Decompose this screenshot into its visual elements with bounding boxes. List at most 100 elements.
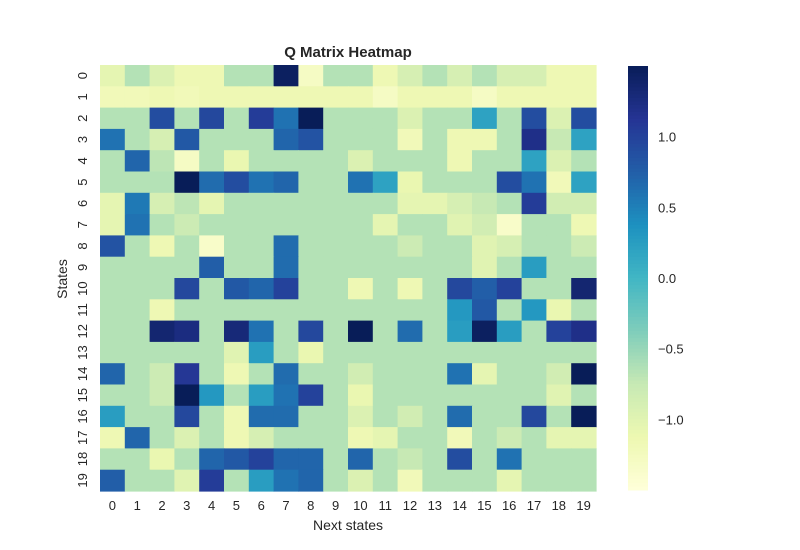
heatmap-cell-r0-c14 [447, 65, 473, 87]
heatmap-cell-r11-c10 [348, 299, 374, 322]
heatmap-cell-r1-c1 [124, 86, 151, 109]
heatmap-cell-r17-c12 [397, 427, 423, 449]
heatmap-cell-r1-c15 [472, 86, 498, 109]
x-tick-label: 3 [183, 498, 190, 513]
heatmap-cell-r18-c13 [422, 448, 448, 471]
colorbar-segment [628, 447, 648, 452]
x-tick-labels: 0 1 2 3 4 5 6 7 8 9 10 11 12 13 14 15 16 17 18 19 [109, 498, 591, 513]
heatmap-cell-r4-c18 [546, 150, 572, 173]
heatmap-cell-r3-c0 [100, 128, 126, 151]
heatmap-cell-r4-c1 [124, 150, 151, 173]
heatmap-cell-r19-c16 [496, 469, 523, 492]
y-tick-label: 18 [75, 452, 90, 466]
colorbar-tick-label: −0.5 [658, 342, 684, 357]
heatmap-cell-r1-c18 [546, 86, 572, 109]
colorbar-segment [628, 366, 648, 371]
heatmap-cell-r19-c1 [124, 469, 151, 492]
heatmap-cell-r7-c17 [521, 214, 547, 236]
heatmap-cell-r15-c16 [496, 384, 523, 407]
y-tick-label: 19 [75, 473, 90, 487]
colorbar-segment [628, 217, 648, 222]
heatmap-cell-r4-c3 [174, 150, 200, 173]
colorbar-segment [628, 454, 648, 459]
heatmap-cell-r18-c8 [298, 448, 324, 471]
heatmap-cell-r11-c9 [323, 299, 349, 322]
heatmap-cell-r2-c12 [397, 107, 423, 130]
heatmap-cell-r17-c1 [124, 427, 151, 449]
colorbar-segment [628, 412, 648, 417]
heatmap-cell-r14-c10 [348, 363, 374, 386]
heatmap-cell-r19-c8 [298, 469, 324, 492]
heatmap-cell-r8-c8 [298, 235, 324, 258]
heatmap-cell-r2-c5 [224, 107, 250, 130]
heatmap-cell-r7-c10 [348, 214, 374, 236]
heatmap-cell-r19-c4 [199, 469, 225, 492]
heatmap-cell-r1-c3 [174, 86, 200, 109]
heatmap-cell-r10-c7 [273, 278, 299, 300]
colorbar-segment [628, 433, 648, 438]
colorbar-segment [628, 285, 648, 290]
heatmap-cell-r11-c19 [571, 299, 597, 322]
heatmap-cell-r11-c18 [546, 299, 572, 322]
heatmap-cell-r5-c10 [348, 171, 374, 194]
heatmap-cell-r0-c8 [298, 65, 324, 87]
heatmap-cell-r7-c4 [199, 214, 225, 236]
heatmap-cell-r2-c2 [149, 107, 175, 130]
colorbar-segment [628, 154, 648, 159]
heatmap-cell-r1-c16 [496, 86, 523, 109]
colorbar-segment [628, 90, 648, 95]
heatmap-cell-r13-c13 [422, 341, 448, 364]
colorbar-segment [628, 345, 648, 350]
heatmap-cell-r8-c14 [447, 235, 473, 258]
x-tick-label: 18 [552, 498, 566, 513]
colorbar-segment [628, 384, 648, 389]
heatmap-cell-r9-c8 [298, 256, 324, 279]
heatmap-cell-r18-c2 [149, 448, 175, 471]
heatmap-cell-r5-c13 [422, 171, 448, 194]
heatmap-cell-r16-c3 [174, 405, 200, 428]
heatmap-cell-r1-c17 [521, 86, 547, 109]
heatmap-cell-r10-c17 [521, 278, 547, 300]
heatmap-cell-r12-c4 [199, 320, 225, 343]
heatmap-cell-r12-c18 [546, 320, 572, 343]
heatmap-cell-r5-c11 [372, 171, 399, 194]
heatmap-cell-r17-c0 [100, 427, 126, 449]
heatmap-cell-r17-c15 [472, 427, 498, 449]
heatmap-cell-r4-c9 [323, 150, 349, 173]
x-tick-label: 4 [208, 498, 215, 513]
heatmap-cell-r13-c4 [199, 341, 225, 364]
x-tick-label: 13 [428, 498, 442, 513]
heatmap-cell-r15-c19 [571, 384, 597, 407]
heatmap-cell-r3-c1 [124, 128, 151, 151]
heatmap-cell-r6-c0 [100, 192, 126, 215]
heatmap-cell-r12-c1 [124, 320, 151, 343]
colorbar-segment [628, 394, 648, 399]
heatmap-cell-r15-c8 [298, 384, 324, 407]
colorbar-segment [628, 256, 648, 261]
y-tick-label: 14 [75, 367, 90, 381]
heatmap-cell-r9-c3 [174, 256, 200, 279]
colorbar-segment [628, 295, 648, 300]
heatmap-cell-r19-c10 [348, 469, 374, 492]
heatmap-cell-r9-c10 [348, 256, 374, 279]
heatmap-cell-r7-c9 [323, 214, 349, 236]
heatmap-cell-r17-c14 [447, 427, 473, 449]
heatmap-cell-r13-c8 [298, 341, 324, 364]
colorbar-segment [628, 288, 648, 293]
heatmap-cell-r14-c14 [447, 363, 473, 386]
colorbar-segment [628, 352, 648, 357]
heatmap-cell-r10-c5 [224, 278, 250, 300]
heatmap-cell-r6-c1 [124, 192, 151, 215]
y-tick-label: 6 [75, 200, 90, 207]
heatmap-cell-r2-c4 [199, 107, 225, 130]
heatmap-cell-r15-c13 [422, 384, 448, 407]
colorbar-segment [628, 331, 648, 336]
heatmap-cell-r3-c18 [546, 128, 572, 151]
heatmap-cell-r7-c2 [149, 214, 175, 236]
colorbar-segment [628, 362, 648, 367]
heatmap-cell-r3-c19 [571, 128, 597, 151]
y-tick-label: 7 [75, 221, 90, 228]
heatmap-cell-r12-c7 [273, 320, 299, 343]
heatmap-cell-r4-c0 [100, 150, 126, 173]
heatmap-cell-r2-c15 [472, 107, 498, 130]
